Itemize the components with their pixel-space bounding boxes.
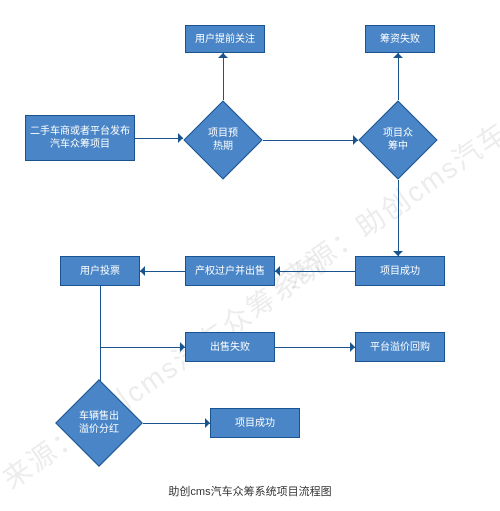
node-label: 平台溢价回购 — [370, 341, 430, 354]
node-n10: 平台溢价回购 — [355, 332, 445, 362]
node-n8: 用户投票 — [60, 256, 140, 286]
node-label: 出售失败 — [210, 341, 250, 354]
node-label: 用户投票 — [80, 265, 120, 278]
node-n12: 项目成功 — [210, 408, 300, 438]
node-label: 项目成功 — [235, 417, 275, 430]
node-n6: 项目成功 — [355, 256, 445, 286]
watermark-text: 来源：助创cms汽车众筹系统 — [0, 243, 334, 498]
node-n7: 产权过户并出售 — [185, 256, 275, 286]
node-n2: 项目预热期 — [195, 112, 251, 168]
node-label: 项目众筹中 — [380, 127, 416, 153]
node-label: 产权过户并出售 — [195, 265, 265, 278]
node-label: 用户提前关注 — [195, 33, 255, 46]
node-n11: 车辆售出溢价分红 — [68, 392, 130, 454]
node-label: 二手车商或者平台发布汽车众筹项目 — [28, 125, 132, 151]
node-label: 筹资失败 — [380, 33, 420, 46]
node-n3: 用户提前关注 — [185, 25, 265, 53]
node-label: 项目预热期 — [205, 127, 241, 153]
node-label: 项目成功 — [380, 265, 420, 278]
node-n5: 筹资失败 — [365, 25, 435, 53]
node-n9: 出售失败 — [185, 332, 275, 362]
caption: 助创cms汽车众筹系统项目流程图 — [0, 483, 500, 499]
node-n1: 二手车商或者平台发布汽车众筹项目 — [25, 115, 135, 161]
node-label: 车辆售出溢价分红 — [78, 410, 120, 436]
node-n4: 项目众筹中 — [370, 112, 426, 168]
